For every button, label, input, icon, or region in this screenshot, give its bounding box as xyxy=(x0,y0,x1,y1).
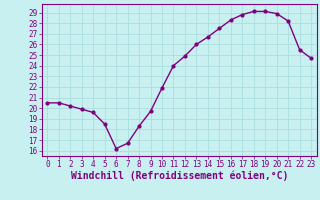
X-axis label: Windchill (Refroidissement éolien,°C): Windchill (Refroidissement éolien,°C) xyxy=(70,171,288,181)
